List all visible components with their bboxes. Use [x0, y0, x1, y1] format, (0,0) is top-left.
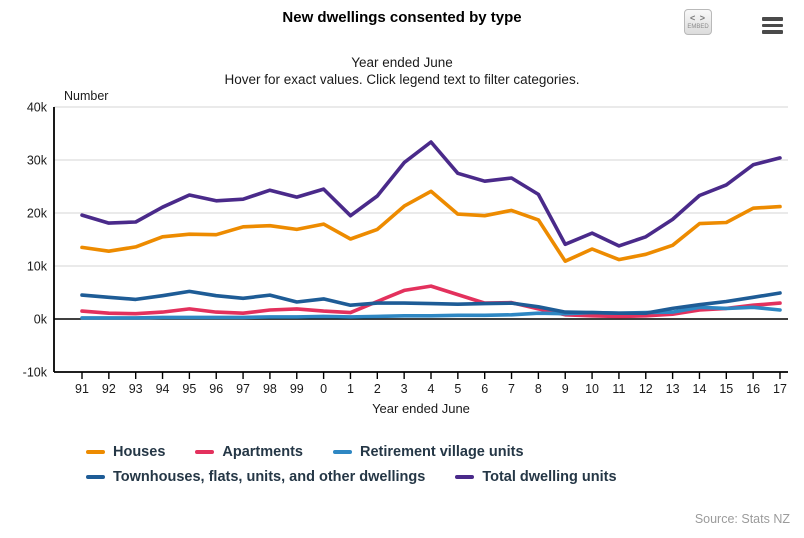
x-axis-tick-label: 94 — [156, 382, 170, 396]
x-axis-tick-label: 8 — [535, 382, 542, 396]
legend-swatch-retirement-village-units — [332, 449, 352, 455]
chart-subtitle: Year ended June — [351, 55, 453, 70]
legend-item-total-dwelling-units[interactable]: Total dwelling units — [455, 469, 617, 485]
legend-label[interactable]: Apartments — [222, 444, 303, 460]
hamburger-menu-icon[interactable] — [762, 17, 783, 34]
series-line-apartments[interactable] — [80, 284, 782, 319]
legend-label[interactable]: Houses — [113, 444, 166, 460]
x-axis-tick-label: 15 — [719, 382, 733, 396]
legend-label[interactable]: Total dwelling units — [482, 469, 617, 485]
x-axis-tick-label: 97 — [236, 382, 250, 396]
y-axis-tick-label: 0k — [34, 313, 48, 327]
legend-swatch-total-dwelling-units — [455, 474, 475, 480]
x-axis-tick-label: 99 — [290, 382, 304, 396]
x-axis-tick-label: 12 — [639, 382, 653, 396]
x-axis-tick-label: 4 — [428, 382, 435, 396]
embed-button-label: EMBED — [687, 24, 709, 30]
x-axis-tick-label: 7 — [508, 382, 515, 396]
x-axis-tick-label: 17 — [773, 382, 787, 396]
legend-label[interactable]: Townhouses, flats, units, and other dwel… — [113, 469, 426, 485]
y-axis-tick-label: -10k — [23, 366, 48, 380]
y-axis-tick-label: 20k — [27, 207, 48, 221]
x-axis-tick-label: 96 — [209, 382, 223, 396]
series-line-total-dwelling-units[interactable] — [80, 140, 782, 248]
x-axis-tick-label: 2 — [374, 382, 381, 396]
x-axis-title: Year ended June — [372, 401, 470, 416]
y-axis-unit-label: Number — [64, 89, 109, 103]
x-axis-tick-label: 14 — [693, 382, 707, 396]
chart-hint: Hover for exact values. Click legend tex… — [224, 72, 580, 87]
y-axis-tick-label: 10k — [27, 260, 48, 274]
x-axis-tick-label: 91 — [75, 382, 89, 396]
legend-item-retirement-village-units[interactable]: Retirement village units — [332, 444, 524, 460]
x-axis-tick-label: 1 — [347, 382, 354, 396]
x-axis-tick-label: 6 — [481, 382, 488, 396]
x-axis-tick-label: 9 — [562, 382, 569, 396]
x-axis-tick-label: 10 — [585, 382, 599, 396]
series-line-houses[interactable] — [80, 189, 782, 264]
y-axis-tick-label: 30k — [27, 154, 48, 168]
legend-swatch-apartments — [195, 449, 215, 455]
page-title: New dwellings consented by type — [282, 9, 522, 26]
legend-item-apartments[interactable]: Apartments — [195, 444, 303, 460]
legend-swatch-townhouses-flats-units-and-other-dwellings — [86, 474, 105, 480]
x-axis-tick-label: 93 — [129, 382, 143, 396]
chart-legend: Houses Apartments Retirement village units… — [86, 444, 786, 485]
x-axis-tick-label: 3 — [401, 382, 408, 396]
series-line-retirement-village-units[interactable] — [80, 305, 782, 320]
x-axis-tick-label: 5 — [454, 382, 461, 396]
x-axis-tick-label: 16 — [746, 382, 760, 396]
source-attribution: Source: Stats NZ — [694, 512, 790, 526]
embed-button[interactable]: < > EMBED — [684, 9, 712, 35]
x-axis-tick-label: 0 — [320, 382, 327, 396]
x-axis-tick-label: 13 — [666, 382, 680, 396]
series-line-townhouses-flats-units-and-other-dwellings[interactable] — [80, 289, 782, 316]
legend-item-houses[interactable]: Houses — [86, 444, 165, 460]
y-axis-tick-label: 40k — [27, 101, 48, 115]
legend-swatch-houses — [86, 449, 105, 455]
x-axis-tick-label: 95 — [182, 382, 196, 396]
x-axis-tick-label: 92 — [102, 382, 116, 396]
legend-item-townhouses-flats-units-and-other-dwellings[interactable]: Townhouses, flats, units, and other dwel… — [86, 469, 425, 485]
code-icon: < > — [689, 13, 706, 23]
legend-label[interactable]: Retirement village units — [359, 444, 524, 460]
x-axis-tick-label: 98 — [263, 382, 277, 396]
x-axis-tick-label: 11 — [612, 382, 625, 396]
